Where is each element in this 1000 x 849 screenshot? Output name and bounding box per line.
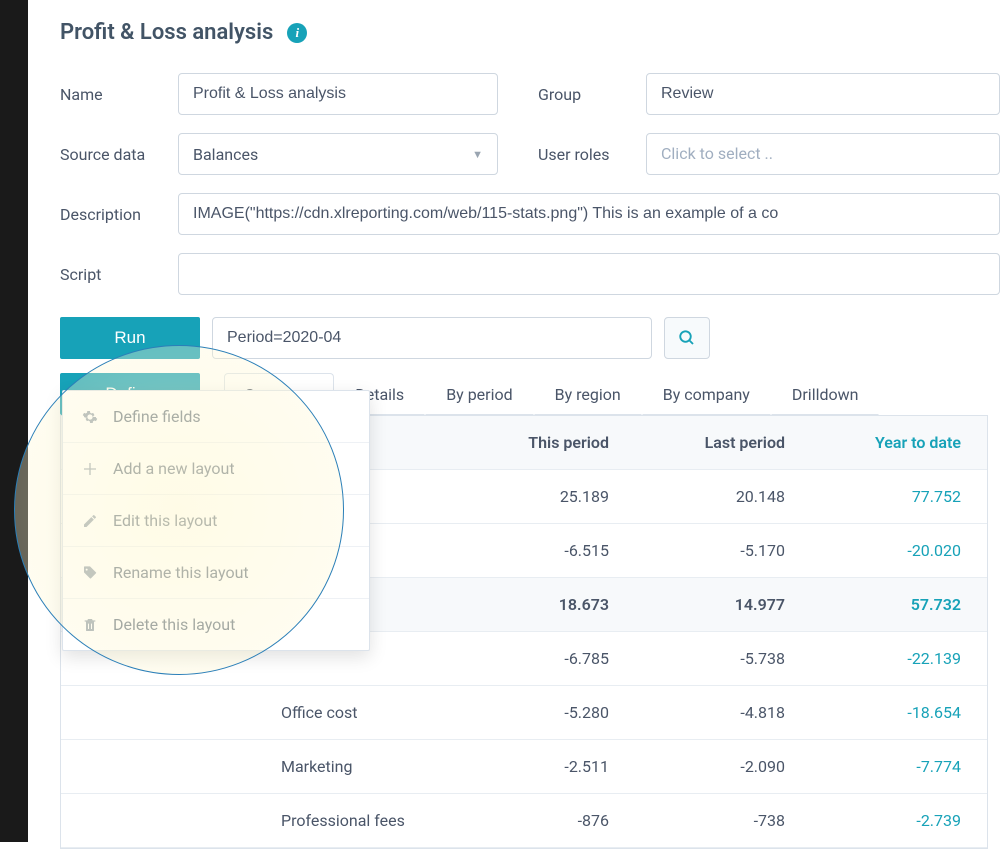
cell-ytd: -20.020 (813, 541, 989, 560)
cell-ytd: -18.654 (813, 703, 989, 722)
cell-this: 25.189 (461, 487, 637, 506)
menu-item-delete-this-layout[interactable]: Delete this layout (63, 599, 369, 650)
info-icon[interactable]: i (287, 23, 307, 43)
column-header-this: This period (461, 433, 637, 452)
cell-ytd: -22.139 (813, 649, 989, 668)
source-data-value: Balances (193, 145, 258, 164)
cell-last: -5.738 (637, 649, 813, 668)
cell-last: -5.170 (637, 541, 813, 560)
cell-ytd: -7.774 (813, 757, 989, 776)
tab-drilldown[interactable]: Drilldown (771, 373, 880, 415)
cell-ytd: -2.739 (813, 811, 989, 830)
menu-item-edit-this-layout[interactable]: Edit this layout (63, 495, 369, 547)
group-input[interactable] (646, 73, 1000, 115)
cell-ytd: 57.732 (813, 595, 989, 614)
menu-item-label: Define fields (113, 407, 201, 426)
row-label: Professional fees (61, 811, 461, 830)
left-strip (0, 0, 28, 842)
user-roles-placeholder: Click to select .. (661, 144, 773, 163)
page-title: Profit & Loss analysis (60, 20, 273, 45)
cell-ytd: 77.752 (813, 487, 989, 506)
menu-item-label: Edit this layout (113, 511, 217, 530)
cell-last: -4.818 (637, 703, 813, 722)
description-label: Description (60, 205, 170, 224)
script-label: Script (60, 265, 170, 284)
script-input[interactable] (178, 253, 1000, 295)
cell-this: -6.785 (461, 649, 637, 668)
edit-icon (81, 512, 99, 530)
name-label: Name (60, 85, 170, 104)
row-label: Office cost (61, 703, 461, 722)
table-row: Marketing-2.511-2.090-7.774 (61, 740, 987, 794)
tag-icon (81, 564, 99, 582)
user-roles-select[interactable]: Click to select .. (646, 133, 1000, 175)
menu-item-define-fields[interactable]: Define fields (63, 391, 369, 443)
row-label: Marketing (61, 757, 461, 776)
tab-by-company[interactable]: By company (642, 373, 771, 415)
description-input[interactable] (178, 193, 1000, 235)
table-row: Professional fees-876-738-2.739 (61, 794, 987, 848)
user-roles-label: User roles (538, 145, 638, 164)
run-button[interactable]: Run (60, 317, 200, 359)
chevron-down-icon: ▼ (472, 148, 483, 161)
define-dropdown: Define fields Add a new layout Edit this l… (62, 390, 370, 651)
menu-item-label: Delete this layout (113, 615, 235, 634)
table-row: Office cost-5.280-4.818-18.654 (61, 686, 987, 740)
trash-icon (81, 616, 99, 634)
menu-item-label: Rename this layout (113, 563, 249, 582)
tab-by-region[interactable]: By region (534, 373, 642, 415)
gear-icon (81, 408, 99, 426)
menu-item-label: Add a new layout (113, 459, 235, 478)
cell-this: -5.280 (461, 703, 637, 722)
cell-last: -738 (637, 811, 813, 830)
cell-this: -876 (461, 811, 637, 830)
source-data-select[interactable]: Balances ▼ (178, 133, 498, 175)
cell-this: -6.515 (461, 541, 637, 560)
source-data-label: Source data (60, 145, 170, 164)
period-input[interactable] (212, 317, 652, 359)
group-label: Group (538, 85, 638, 104)
menu-item-rename-this-layout[interactable]: Rename this layout (63, 547, 369, 599)
column-header-ytd[interactable]: Year to date (813, 433, 989, 452)
menu-item-add-a-new-layout[interactable]: Add a new layout (63, 443, 369, 495)
cell-this: -2.511 (461, 757, 637, 776)
name-input[interactable] (178, 73, 498, 115)
tab-by-period[interactable]: By period (425, 373, 533, 415)
cell-last: -2.090 (637, 757, 813, 776)
cell-last: 20.148 (637, 487, 813, 506)
plus-icon (81, 460, 99, 478)
search-icon (678, 329, 696, 347)
column-header-last: Last period (637, 433, 813, 452)
cell-last: 14.977 (637, 595, 813, 614)
cell-this: 18.673 (461, 595, 637, 614)
search-button[interactable] (664, 317, 710, 359)
